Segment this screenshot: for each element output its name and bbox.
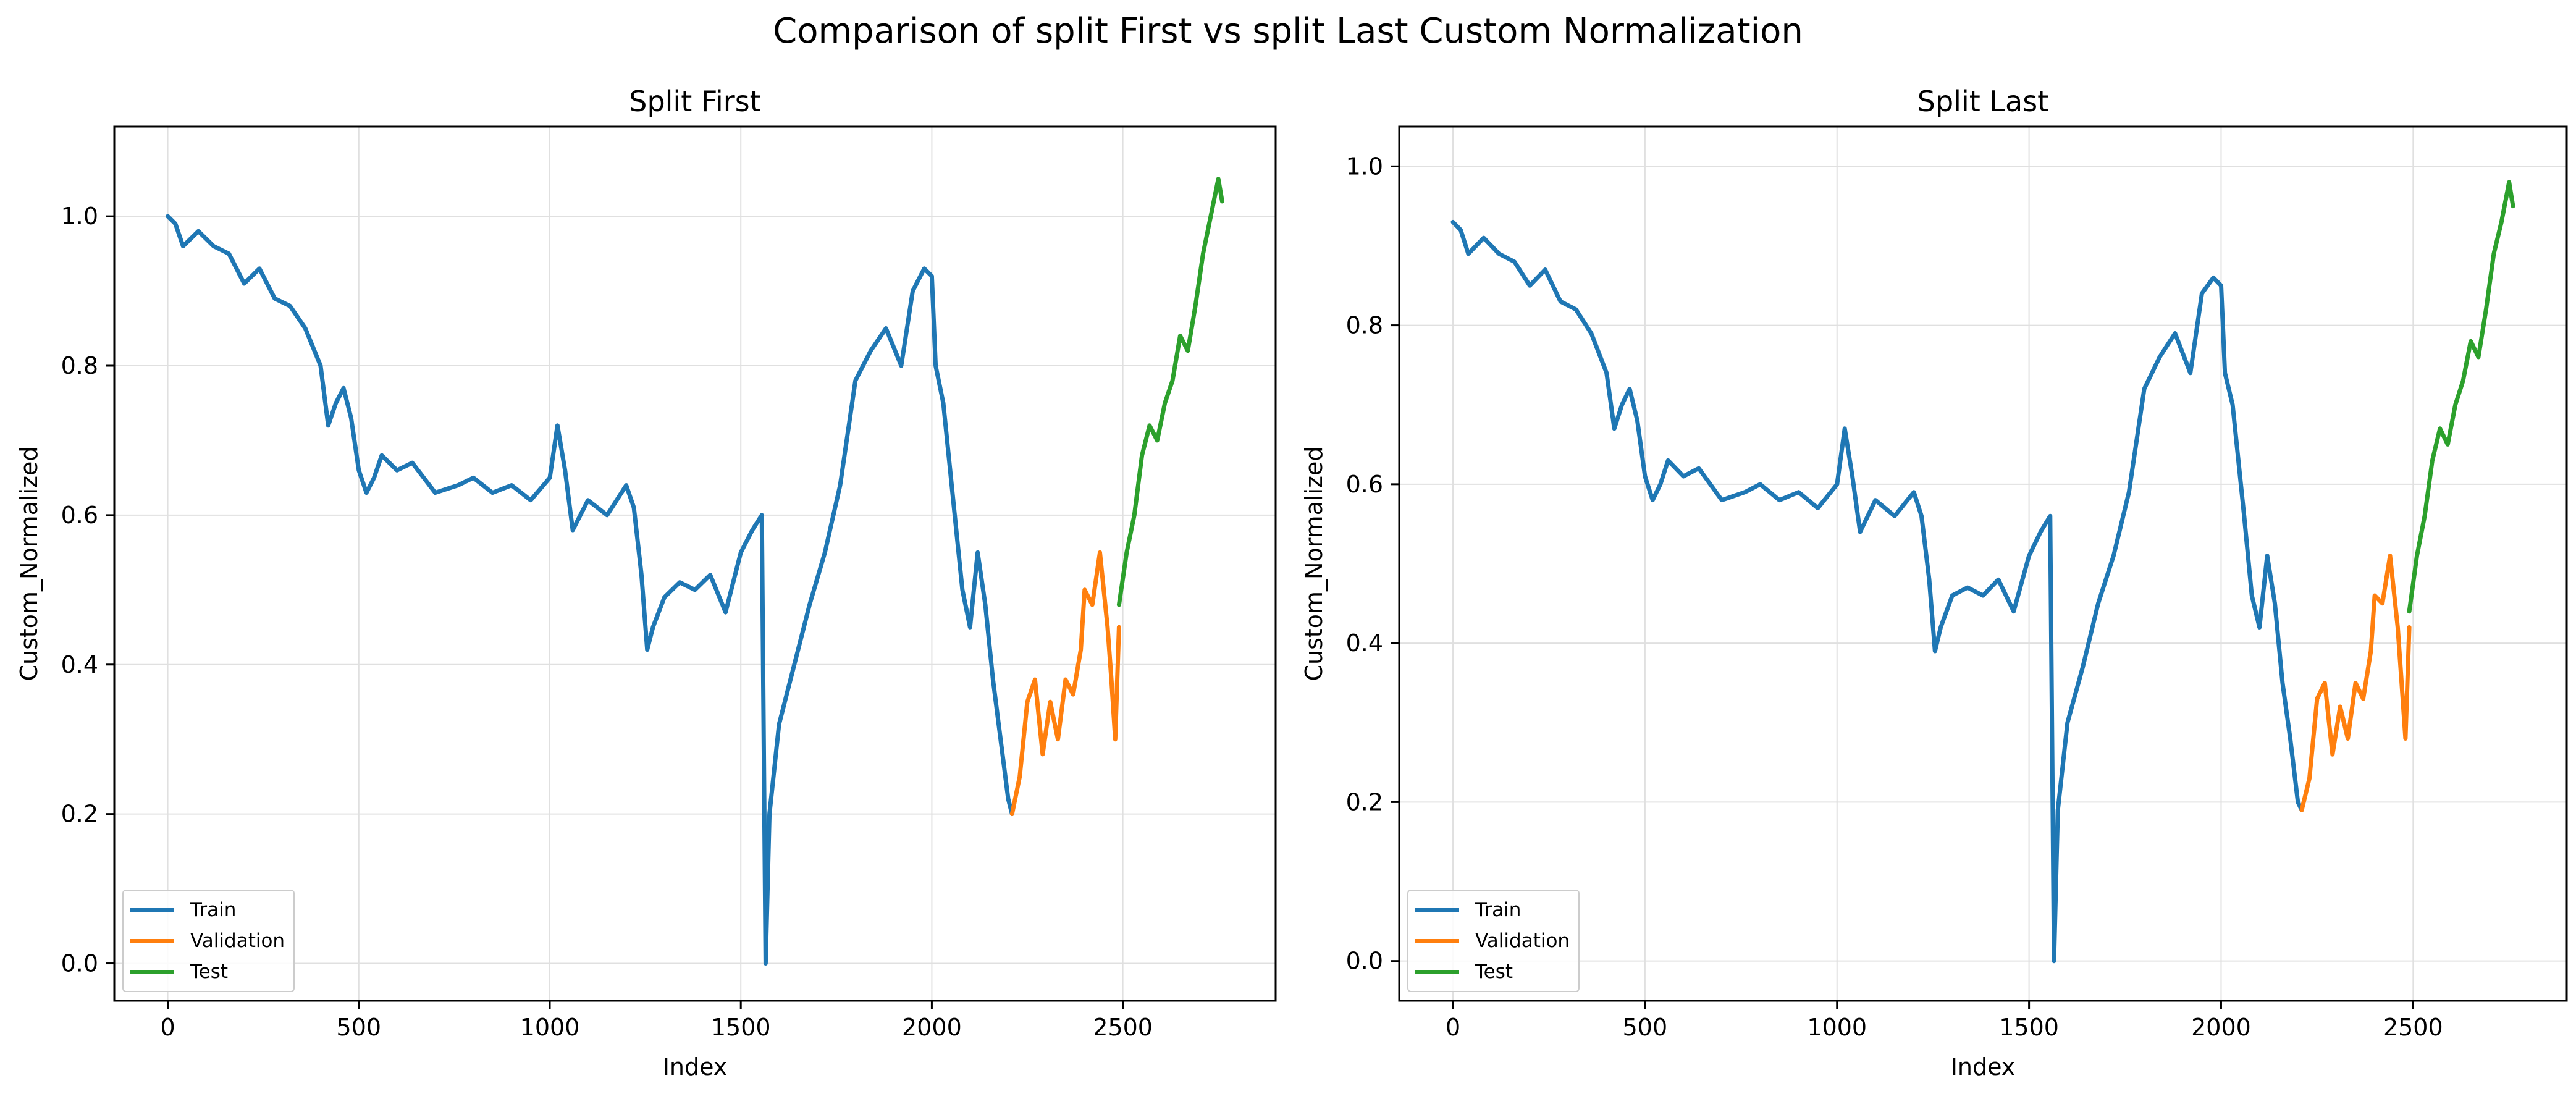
x-tick-label: 500 [337,1014,382,1041]
x-tick-label: 2500 [2383,1014,2443,1041]
y-tick-label: 0.2 [1346,788,1383,815]
subplot-title: Split First [629,85,760,118]
y-tick-label: 0.6 [61,502,98,529]
series-line-test [1116,177,1224,607]
series-line-validation [1009,550,1121,817]
subplot-split-first: 0 500 1000 1500 2000 2500 0.0 0.2 0.4 0.6 0.8 1.0 Sp… [15,85,1277,1080]
x-tick-label: 0 [160,1014,175,1041]
y-axis-label: Custom_Normalized [1300,446,1328,681]
x-tick-label: 1500 [711,1014,771,1041]
x-tick-label: 1000 [520,1014,580,1041]
x-tick-label: 500 [1623,1014,1668,1041]
legend-swatch [130,969,174,974]
legend-item-test: Test [1415,956,1570,987]
series-line-validation [2299,554,2412,812]
legend-split-last: Train Validation Test [1407,890,1580,992]
legend-label: Test [190,961,229,983]
x-tick-label: 1500 [1999,1014,2059,1041]
legend-label: Validation [1475,930,1570,952]
plot-frame [1398,125,2568,1002]
legend-item-train: Train [1415,895,1570,925]
series-line-test [2407,180,2515,614]
legend-swatch [130,938,174,943]
y-tick-label: 0.8 [1346,312,1383,339]
x-tick-label: 2000 [902,1014,962,1041]
x-tick-label: 1000 [1807,1014,1867,1041]
y-axis-label: Custom_Normalized [15,446,43,681]
legend-swatch [1415,938,1459,943]
x-tick-label: 2500 [1093,1014,1153,1041]
legend-label: Train [190,899,237,921]
y-tick-label: 1.0 [1346,153,1383,180]
legend-item-validation: Validation [130,925,285,956]
x-axis-label: Index [1951,1053,2016,1080]
legend-swatch [1415,907,1459,912]
y-tick-label: 0.0 [1346,948,1383,975]
y-tick-label: 1.0 [61,203,98,230]
series-line-train [166,214,1014,966]
legend-swatch [130,907,174,912]
series-line-train [1450,219,2304,964]
subplot-title: Split Last [1917,85,2048,118]
legend-label: Train [1475,899,1522,921]
legend-split-first: Train Validation Test [122,890,295,992]
chart-split-first: 0 500 1000 1500 2000 2500 0.0 0.2 0.4 0.6 0.8 1.0 Sp… [15,85,1277,1080]
x-tick-label: 2000 [2191,1014,2251,1041]
subplot-split-last: 0 500 1000 1500 2000 2500 0.0 0.2 0.4 0.6 0.8 1.0 Sp… [1288,0,2576,1099]
y-tick-label: 0.2 [61,801,98,828]
figure-suptitle: Comparison of split First vs split Last … [773,11,1803,51]
legend-label: Test [1475,961,1513,983]
x-tick-label: 0 [1446,1014,1460,1041]
legend-item-validation: Validation [1415,925,1570,956]
y-tick-label: 0.8 [61,352,98,379]
y-tick-label: 0.4 [1346,630,1383,657]
y-tick-label: 0.4 [61,651,98,678]
legend-item-test: Test [130,956,285,987]
plot-frame [113,125,1277,1002]
y-tick-label: 0.6 [1346,471,1383,498]
legend-item-train: Train [130,895,285,925]
y-tick-label: 0.0 [61,950,98,977]
x-axis-label: Index [663,1053,728,1080]
legend-swatch [1415,969,1459,974]
legend-label: Validation [190,930,285,952]
chart-split-last: 0 500 1000 1500 2000 2500 0.0 0.2 0.4 0.6 0.8 1.0 Sp… [1300,85,2568,1080]
